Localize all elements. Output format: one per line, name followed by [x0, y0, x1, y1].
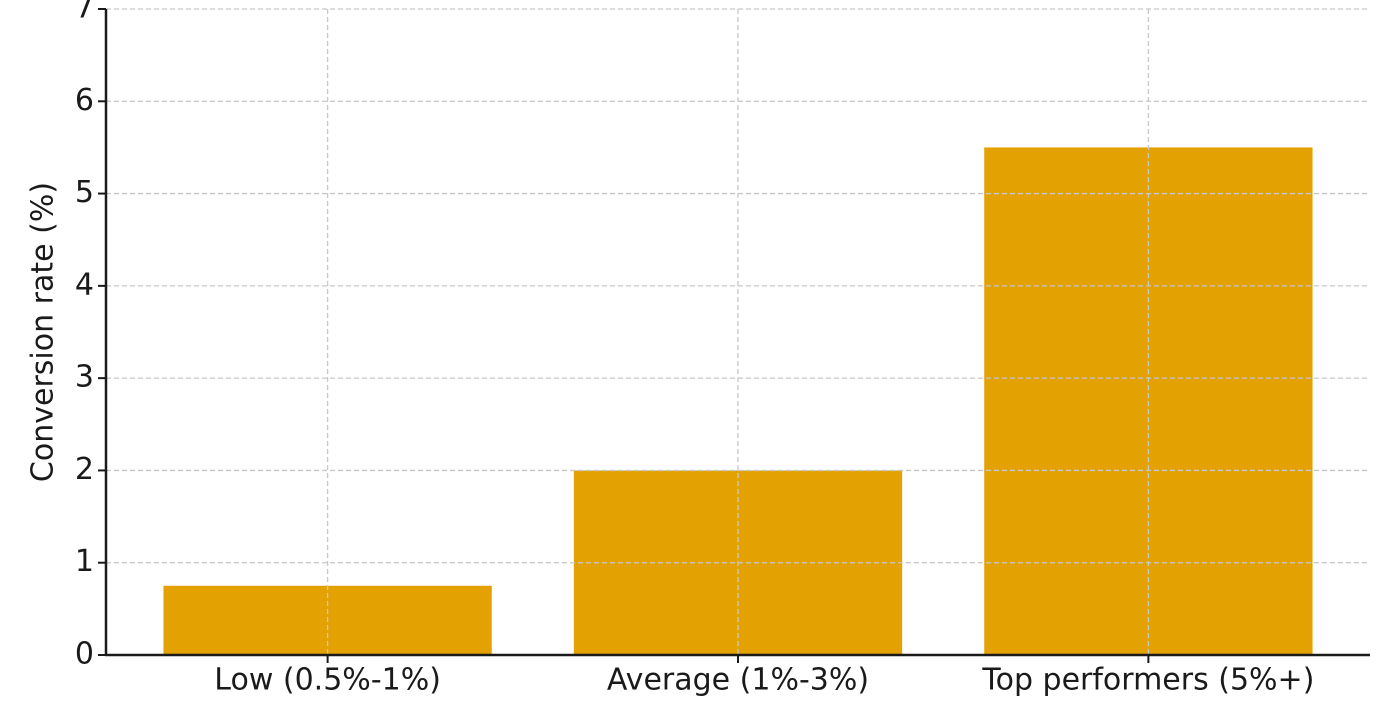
x-tick-label: Average (1%-3%) — [607, 663, 869, 698]
y-tick-label: 0 — [75, 637, 94, 672]
y-tick-label: 7 — [75, 0, 94, 26]
y-tick-label: 3 — [75, 360, 94, 395]
y-tick-label: 5 — [75, 175, 94, 210]
x-tick-label: Top performers (5%+) — [981, 663, 1314, 698]
y-axis-label: Conversion rate (%) — [26, 182, 61, 482]
y-tick-label: 4 — [75, 267, 94, 302]
y-tick-label: 2 — [75, 452, 94, 487]
x-tick-label: Low (0.5%-1%) — [214, 663, 441, 698]
y-tick-label: 6 — [75, 83, 94, 118]
y-tick-label: 1 — [75, 544, 94, 579]
